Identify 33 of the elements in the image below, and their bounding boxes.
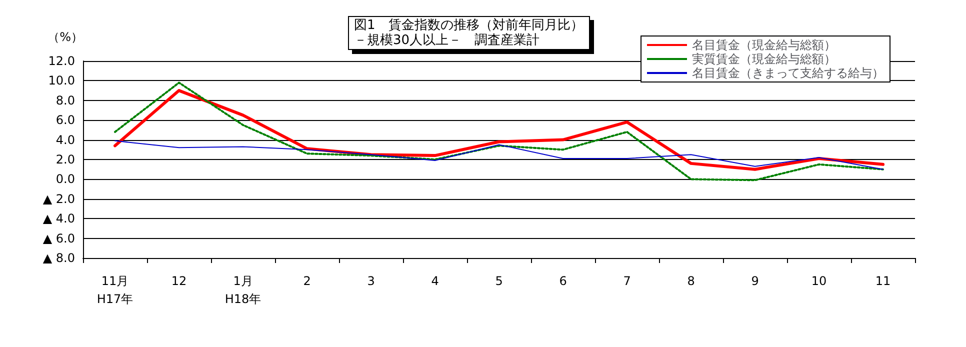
y-tick-label: ▲ 6.0: [42, 231, 75, 246]
y-tick-label: 10.0: [48, 74, 75, 88]
legend-label: 名目賃金（現金給与総額）: [692, 38, 836, 52]
line-series: [114, 89, 884, 171]
chart-subtitle: －規模30人以上－ 調査産業計: [354, 32, 540, 48]
y-tick-label: 0.0: [56, 172, 75, 186]
legend-label: 実質賃金（現金給与総額）: [692, 52, 836, 66]
legend-label: 名目賃金（きまって支給する給与）: [692, 66, 884, 80]
x-tick-label: 5: [495, 274, 503, 288]
x-tick-label: 8: [687, 274, 695, 288]
x-tick-label: 4: [431, 274, 439, 288]
y-axis-title: （%）: [48, 30, 83, 44]
y-tick-label: ▲ 2.0: [42, 192, 75, 206]
x-tick-label: 12: [171, 274, 187, 288]
x-tick-label: 3: [367, 274, 375, 288]
chart-title: 図1 賃金指数の推移（対前年同月比）: [354, 17, 584, 33]
line-series: [114, 140, 884, 170]
line-series: [114, 82, 884, 182]
y-tick-label: ▲ 4.0: [42, 212, 75, 226]
y-tick-label: 8.0: [56, 93, 75, 108]
y-tick-label: 12.0: [48, 54, 75, 68]
x-tick-label: 11: [875, 274, 891, 288]
x-tick-label: 1月 H18年: [224, 274, 262, 306]
y-tick-label: 2.0: [56, 152, 75, 166]
x-tick-label: 9: [751, 274, 759, 288]
x-tick-label: 10: [811, 274, 827, 288]
y-tick-label: ▲ 8.0: [42, 251, 75, 265]
y-tick-label: 6.0: [56, 113, 75, 128]
x-tick-label: 2: [303, 274, 311, 288]
x-tick-label: 7: [623, 274, 631, 288]
x-tick-label: 6: [559, 274, 567, 288]
y-tick-label: 4.0: [56, 132, 75, 147]
x-tick-label: 11月 H17年: [96, 274, 134, 306]
